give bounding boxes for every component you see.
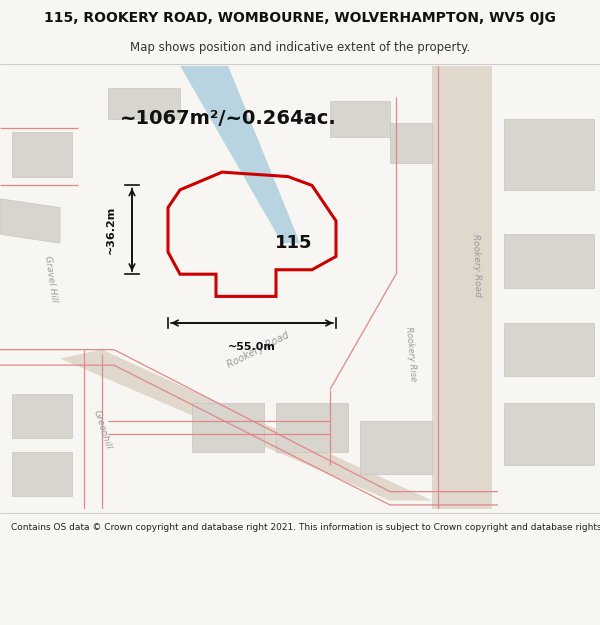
Polygon shape: [504, 119, 594, 190]
Text: Contains OS data © Crown copyright and database right 2021. This information is : Contains OS data © Crown copyright and d…: [11, 523, 600, 532]
Text: Rookery Road: Rookery Road: [226, 329, 290, 369]
Text: 115: 115: [275, 234, 313, 252]
Polygon shape: [432, 66, 492, 509]
Text: Gravel Hill: Gravel Hill: [43, 255, 59, 302]
Polygon shape: [108, 88, 180, 119]
Polygon shape: [330, 101, 390, 137]
Polygon shape: [0, 199, 60, 243]
Polygon shape: [504, 234, 594, 288]
Polygon shape: [60, 349, 432, 501]
Polygon shape: [192, 403, 264, 452]
Polygon shape: [12, 394, 72, 438]
Polygon shape: [504, 403, 594, 465]
Polygon shape: [360, 421, 432, 474]
Polygon shape: [180, 66, 300, 243]
Polygon shape: [12, 452, 72, 496]
Text: 115, ROOKERY ROAD, WOMBOURNE, WOLVERHAMPTON, WV5 0JG: 115, ROOKERY ROAD, WOMBOURNE, WOLVERHAMP…: [44, 11, 556, 26]
Text: Greenhill: Greenhill: [91, 409, 113, 450]
Text: ~1067m²/~0.264ac.: ~1067m²/~0.264ac.: [119, 109, 337, 128]
Text: Rookery Rise: Rookery Rise: [404, 326, 418, 382]
Polygon shape: [390, 123, 432, 163]
Text: ~55.0m: ~55.0m: [228, 342, 276, 352]
Text: ~36.2m: ~36.2m: [106, 206, 116, 254]
Polygon shape: [12, 132, 72, 176]
Text: Rookery Road: Rookery Road: [472, 234, 482, 297]
Text: Map shows position and indicative extent of the property.: Map shows position and indicative extent…: [130, 41, 470, 54]
Polygon shape: [276, 403, 348, 452]
Polygon shape: [504, 323, 594, 376]
